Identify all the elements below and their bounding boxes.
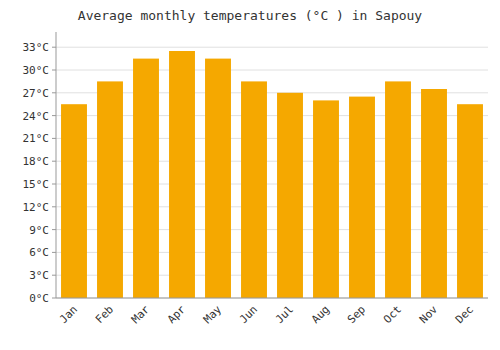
grid: [56, 47, 488, 298]
bar: [169, 51, 195, 298]
y-tick: [52, 92, 56, 93]
y-tick: [52, 298, 56, 299]
y-tick: [52, 206, 56, 207]
y-tick: [52, 161, 56, 162]
y-tick-label: 30°C: [23, 64, 50, 77]
x-tick-label: Jun: [237, 303, 260, 326]
bar: [97, 81, 123, 298]
y-tick: [52, 184, 56, 185]
chart-container: Average monthly temperatures (°C ) in Sa…: [0, 0, 500, 350]
y-tick-label: 21°C: [23, 132, 50, 145]
y-axis-line: [56, 32, 57, 298]
y-axis: 0°C 3°C 6°C 9°C 12°C 15°C 18°C 21°C 24°C 27°C 30°C…: [23, 32, 57, 305]
y-tick: [52, 229, 56, 230]
bar: [241, 81, 267, 298]
bars: [61, 51, 483, 298]
x-tick-label: May: [201, 303, 225, 327]
y-tick-label: 3°C: [29, 269, 49, 282]
chart-title: Average monthly temperatures (°C ) in Sa…: [78, 8, 423, 23]
bar: [61, 104, 87, 298]
x-tick-label: Nov: [417, 303, 441, 327]
bar: [385, 81, 411, 298]
y-tick: [52, 115, 56, 116]
bar: [313, 100, 339, 298]
x-tick-label: Jan: [57, 303, 80, 326]
y-tick-label: 15°C: [23, 178, 50, 191]
x-tick-label: Feb: [93, 303, 116, 326]
x-axis-line: [56, 298, 488, 299]
y-tick-label: 6°C: [29, 246, 49, 259]
y-tick-label: 27°C: [23, 87, 50, 100]
x-tick-label: Jul: [273, 303, 296, 326]
y-tick-label: 18°C: [23, 155, 50, 168]
grid-line: [56, 47, 488, 48]
bar: [277, 93, 303, 298]
x-tick-label: Dec: [453, 303, 476, 326]
y-tick: [52, 252, 56, 253]
y-tick: [52, 275, 56, 276]
y-tick: [52, 47, 56, 48]
x-tick-label: Mar: [129, 303, 153, 327]
y-tick-label: 12°C: [23, 201, 50, 214]
y-tick: [52, 138, 56, 139]
x-tick-label: Aug: [309, 303, 332, 326]
grid-line: [56, 298, 488, 299]
bar: [133, 59, 159, 298]
bar: [421, 89, 447, 298]
y-tick-label: 24°C: [23, 110, 50, 123]
y-tick-label: 9°C: [29, 224, 49, 237]
chart-svg: Average monthly temperatures (°C ) in Sa…: [0, 0, 500, 350]
bar: [205, 59, 231, 298]
grid-line: [56, 70, 488, 71]
y-tick-label: 0°C: [29, 292, 49, 305]
bar: [349, 97, 375, 298]
x-axis: Jan Feb Mar Apr May Jun Jul Aug Sep Oct Nov Dec: [56, 298, 488, 326]
x-tick-label: Sep: [345, 303, 368, 326]
y-tick-label: 33°C: [23, 41, 50, 54]
y-tick: [52, 70, 56, 71]
bar: [457, 104, 483, 298]
x-tick-label: Oct: [381, 303, 404, 326]
x-tick-label: Apr: [165, 303, 189, 327]
